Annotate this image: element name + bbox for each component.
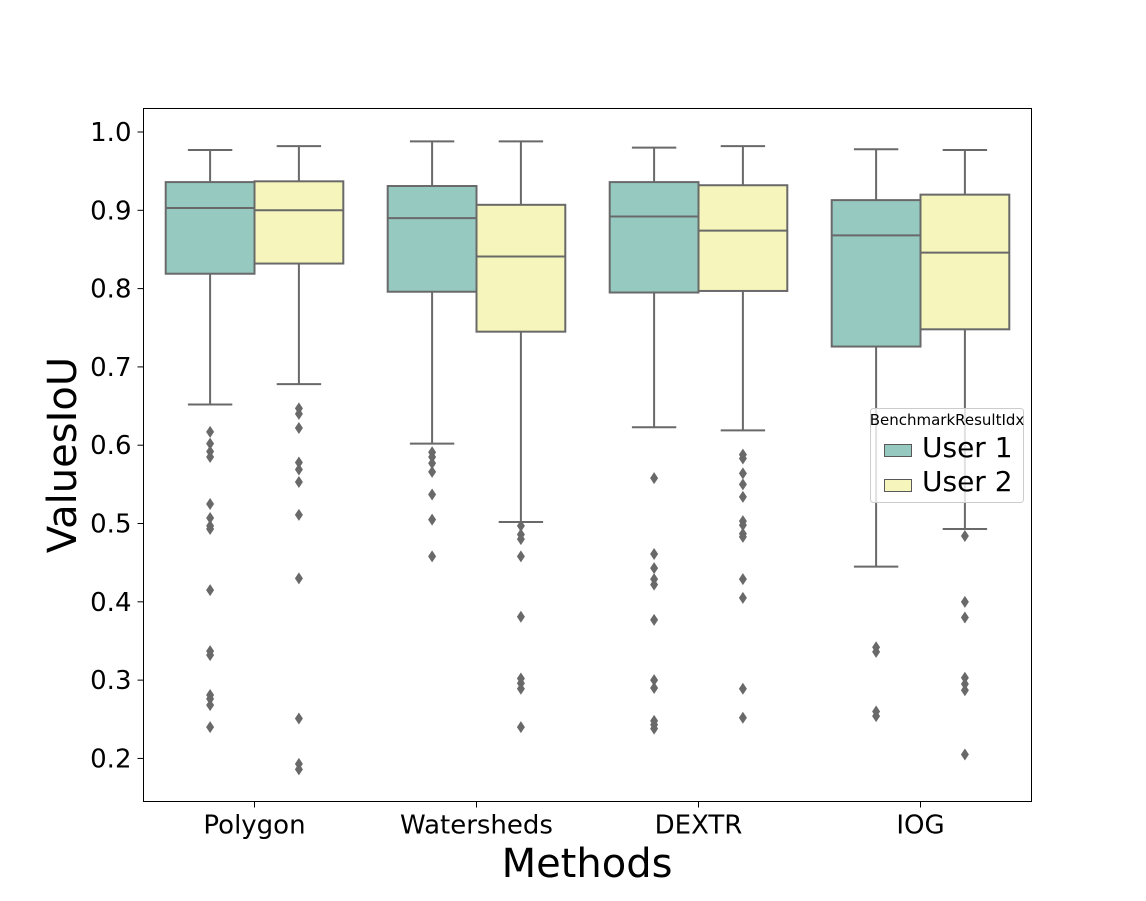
outlier-point — [872, 710, 881, 723]
outlier-point — [294, 508, 303, 521]
outlier-point — [428, 513, 437, 526]
outlier-point — [206, 692, 215, 705]
legend-title: BenchmarkResultIdx — [870, 411, 1025, 429]
x-tick-label: DEXTR — [655, 811, 743, 841]
legend-swatch-user-1 — [884, 444, 912, 457]
outlier-point — [428, 488, 437, 501]
y-tick-label: 0.8 — [90, 275, 131, 305]
outlier-point — [516, 721, 525, 734]
y-tick-label: 0.4 — [90, 588, 131, 618]
outlier-point — [294, 421, 303, 434]
outlier-point — [516, 533, 525, 546]
y-tick-label: 0.3 — [90, 666, 131, 696]
outlier-point — [206, 450, 215, 463]
outlier-point — [960, 678, 969, 691]
outlier-point — [960, 530, 969, 543]
outlier-point — [738, 682, 747, 695]
outlier-point — [738, 591, 747, 604]
outlier-point — [738, 490, 747, 503]
outlier-point — [206, 425, 215, 438]
outlier-point — [516, 682, 525, 695]
iqr-box — [697, 184, 789, 292]
y-tick-label: 0.5 — [90, 510, 131, 540]
outlier-point — [738, 573, 747, 586]
outlier-point — [206, 497, 215, 510]
outlier-point — [650, 578, 659, 591]
outlier-point — [294, 763, 303, 776]
outlier-point — [516, 550, 525, 563]
x-tick-label: IOG — [896, 811, 944, 841]
outlier-point — [738, 467, 747, 480]
box-group — [608, 146, 700, 735]
outlier-point — [650, 722, 659, 735]
outlier-point — [206, 649, 215, 662]
outlier-point — [650, 548, 659, 561]
outlier-point — [294, 712, 303, 725]
outlier-point — [516, 610, 525, 623]
outlier-point — [428, 465, 437, 478]
outlier-point — [738, 478, 747, 491]
outlier-point — [294, 476, 303, 489]
outlier-point — [516, 519, 525, 532]
x-axis-title: Methods — [502, 841, 673, 887]
outlier-point — [960, 595, 969, 608]
iqr-box — [830, 199, 922, 348]
iqr-box — [253, 180, 345, 265]
outlier-point — [428, 450, 437, 463]
box-group — [830, 148, 922, 723]
outlier-point — [294, 463, 303, 476]
outlier-point — [738, 452, 747, 465]
outlier-point — [650, 681, 659, 694]
iqr-box — [919, 193, 1011, 331]
outlier-point — [206, 584, 215, 597]
y-tick-label: 0.9 — [90, 196, 131, 226]
y-tick-label: 0.2 — [90, 744, 131, 774]
y-axis-title: ValuesIoU — [40, 357, 86, 553]
iqr-box — [386, 185, 478, 293]
y-axis: 0.2 0.3 0.4 0.5 0.6 0.7 0.8 0.9 1.0 — [90, 118, 144, 774]
y-tick-label: 0.6 — [90, 431, 131, 461]
y-tick-label: 0.7 — [90, 353, 131, 383]
outlier-point — [650, 472, 659, 485]
iqr-box — [164, 181, 256, 275]
outlier-point — [960, 748, 969, 761]
outlier-point — [206, 721, 215, 734]
outlier-point — [960, 671, 969, 684]
outlier-point — [428, 457, 437, 470]
boxes-layer — [164, 140, 1011, 776]
outlier-point — [738, 711, 747, 724]
box-group — [253, 145, 345, 776]
outlier-point — [960, 684, 969, 697]
outlier-point — [206, 437, 215, 450]
x-tick-label: Polygon — [203, 811, 305, 841]
legend: BenchmarkResultIdx User 1 User 2 — [870, 408, 1025, 503]
iqr-box — [608, 181, 700, 294]
outlier-point — [650, 562, 659, 575]
outlier-point — [872, 645, 881, 658]
plot-frame — [143, 108, 1032, 802]
legend-swatch-user-2 — [884, 479, 912, 492]
outlier-point — [738, 519, 747, 532]
box-group — [475, 140, 567, 734]
iqr-box — [475, 203, 567, 333]
x-axis: Polygon Watersheds DEXTR IOG — [203, 801, 945, 841]
outlier-point — [206, 699, 215, 712]
outlier-point — [738, 530, 747, 543]
box-group — [164, 149, 256, 734]
box-group — [697, 145, 789, 724]
outlier-point — [206, 512, 215, 525]
outlier-point — [650, 613, 659, 626]
outlier-point — [294, 456, 303, 469]
outlier-point — [294, 407, 303, 420]
outlier-point — [650, 674, 659, 687]
y-tick-label: 1.0 — [90, 118, 131, 148]
x-tick-label: Watersheds — [400, 811, 553, 841]
outlier-point — [294, 572, 303, 585]
legend-label-user-1: User 1 — [922, 431, 1013, 464]
outlier-point — [428, 550, 437, 563]
outlier-point — [206, 522, 215, 535]
outlier-point — [960, 611, 969, 624]
legend-label-user-2: User 2 — [922, 465, 1013, 498]
